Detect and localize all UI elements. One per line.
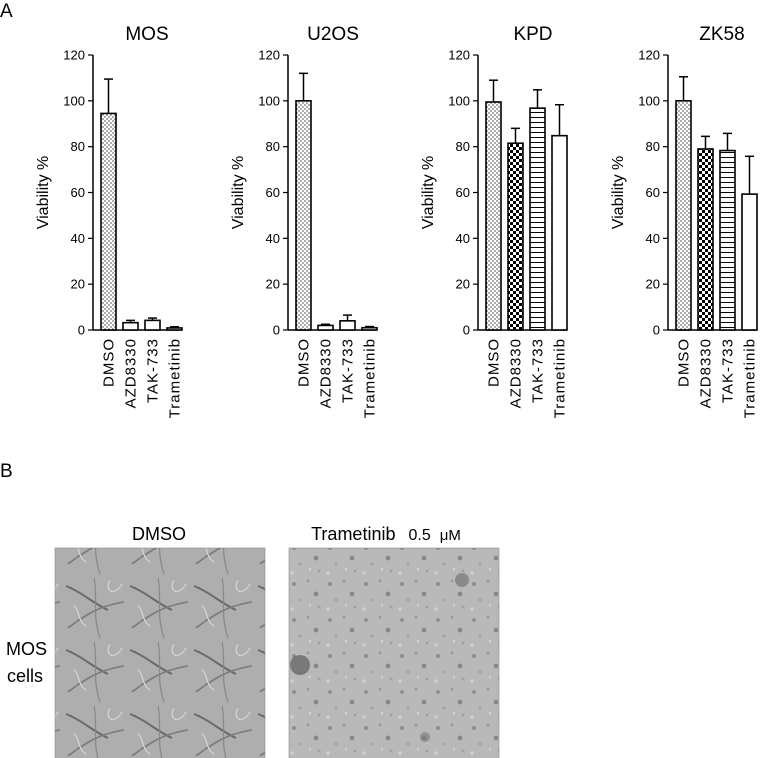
micrograph-title-drug: Trametinib <box>311 524 395 544</box>
x-tick-label: DMSO <box>676 338 693 387</box>
y-tick-label: 20 <box>71 277 85 292</box>
bar-azd8330 <box>317 324 334 331</box>
y-tick-label: 60 <box>646 185 660 200</box>
chart-title: MOS <box>125 24 168 45</box>
x-tick-label: DMSO <box>296 338 313 387</box>
bar-trametinib <box>741 193 758 331</box>
bar-trametinib <box>361 326 378 331</box>
y-tick-label: 60 <box>266 185 280 200</box>
y-tick-label: 120 <box>258 48 280 63</box>
y-tick-label: 0 <box>273 323 280 338</box>
bar-azd8330 <box>507 142 524 331</box>
y-tick-label: 80 <box>646 139 660 154</box>
chart-title: ZK58 <box>699 24 744 45</box>
bar-dmso <box>485 101 502 331</box>
y-tick-label: 100 <box>63 93 85 108</box>
x-tick-label: TAK-733 <box>340 338 357 403</box>
bar-tak-733 <box>719 149 736 331</box>
x-tick-label: DMSO <box>101 338 118 387</box>
y-tick-label: 40 <box>646 231 660 246</box>
y-tick-label: 20 <box>646 277 660 292</box>
micrograph-dmso <box>54 547 266 758</box>
y-tick-label: 100 <box>448 93 470 108</box>
bar-azd8330 <box>122 321 139 331</box>
y-tick-label: 40 <box>456 231 470 246</box>
bar-dmso <box>675 100 692 331</box>
bar-tak-733 <box>144 319 161 331</box>
y-axis-label: Viability % <box>35 156 52 230</box>
y-tick-label: 120 <box>448 48 470 63</box>
chart-title: U2OS <box>307 24 359 45</box>
y-tick-label: 40 <box>71 231 85 246</box>
y-tick-label: 120 <box>638 48 660 63</box>
y-tick-label: 20 <box>456 277 470 292</box>
x-tick-label: DMSO <box>486 338 503 387</box>
x-tick-label: TAK-733 <box>720 338 737 403</box>
chart-title: KPD <box>513 24 552 45</box>
x-tick-label: AZD8330 <box>318 338 335 408</box>
y-tick-label: 0 <box>78 323 85 338</box>
chart-2: KPD Viability % 0 20 40 60 80 100 120 DMSO AZD8330… <box>420 24 569 418</box>
micrograph-trametinib <box>288 547 500 758</box>
micrograph-title-dmso: DMSO <box>132 524 186 544</box>
x-tick-label: Trametinib <box>552 338 569 418</box>
bar-dmso <box>100 112 117 331</box>
y-tick-label: 0 <box>653 323 660 338</box>
y-tick-label: 0 <box>463 323 470 338</box>
y-tick-label: 60 <box>71 185 85 200</box>
chart-1: U2OS Viability % 0 20 40 60 80 100 120 DMSO AZD833… <box>230 24 379 418</box>
chart-0: MOS Viability % 0 20 40 60 80 100 120 DMSO AZD8330… <box>35 24 184 418</box>
bar-charts: MOS Viability % 0 20 40 60 80 100 120 DMSO AZD8330… <box>35 24 759 418</box>
y-tick-label: 100 <box>258 93 280 108</box>
y-tick-label: 100 <box>638 93 660 108</box>
bar-dmso <box>295 100 312 331</box>
chart-3: ZK58 Viability % 0 20 40 60 80 100 120 DMSO AZD833… <box>610 24 759 418</box>
y-axis-label: Viability % <box>610 156 627 230</box>
x-tick-label: Trametinib <box>167 338 184 418</box>
y-tick-label: 40 <box>266 231 280 246</box>
y-axis-label: Viability % <box>230 156 247 230</box>
panel-b-label: B <box>0 461 13 482</box>
bar-azd8330 <box>697 148 714 331</box>
x-tick-label: Trametinib <box>362 338 379 418</box>
y-tick-label: 60 <box>456 185 470 200</box>
micrograph-title-concentration: 0.5 <box>408 527 430 544</box>
panel-a-label: A <box>0 1 13 22</box>
y-tick-label: 20 <box>266 277 280 292</box>
micrograph-title-trametinib: Trametinib 0.5 μM <box>311 524 461 544</box>
x-tick-label: TAK-733 <box>530 338 547 403</box>
row-label-line1: MOS <box>6 639 47 659</box>
micrograph-title-unit: μM <box>440 527 461 544</box>
y-tick-label: 80 <box>71 139 85 154</box>
y-axis-label: Viability % <box>420 156 437 230</box>
bar-tak-733 <box>529 107 546 331</box>
row-label-line2: cells <box>7 666 43 686</box>
y-tick-label: 80 <box>456 139 470 154</box>
x-tick-label: AZD8330 <box>698 338 715 408</box>
x-tick-label: AZD8330 <box>508 338 525 408</box>
bar-trametinib <box>551 134 568 331</box>
x-tick-label: TAK-733 <box>145 338 162 403</box>
bar-trametinib <box>166 327 183 331</box>
x-tick-label: Trametinib <box>742 338 759 418</box>
y-tick-label: 80 <box>266 139 280 154</box>
x-tick-label: AZD8330 <box>123 338 140 408</box>
y-tick-label: 120 <box>63 48 85 63</box>
bar-tak-733 <box>339 320 356 331</box>
